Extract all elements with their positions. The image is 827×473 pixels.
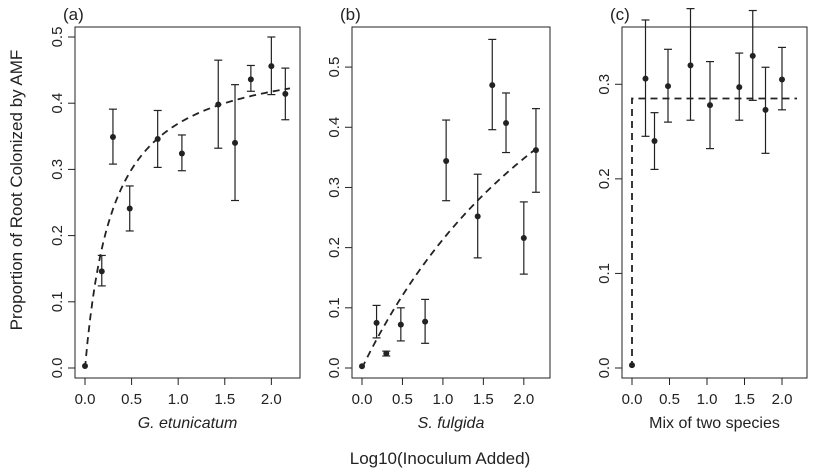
data-point (762, 106, 769, 113)
data-point (422, 318, 429, 325)
data-point (98, 268, 105, 275)
y-tick-label: 0.1 (326, 297, 343, 318)
panel-label: (a) (63, 5, 84, 24)
y-tick-label: 0.1 (49, 291, 66, 312)
panel-x-label: S. fulgida (418, 415, 485, 432)
y-axis: 0.0 0.1 0.2 0.3 (596, 74, 622, 379)
fit-curve (84, 87, 291, 369)
y-tick-label: 0.5 (49, 27, 66, 48)
y-tick-label: 0.3 (596, 74, 613, 95)
y-tick-label: 0.3 (49, 159, 66, 180)
data-point (651, 138, 658, 145)
data-points (82, 36, 290, 370)
data-point (503, 120, 510, 127)
data-point (215, 101, 222, 108)
data-point (383, 350, 390, 357)
x-tick-label: 1.0 (697, 391, 718, 408)
x-tick-label: 2.0 (513, 391, 534, 408)
x-tick-label: 1.5 (214, 391, 235, 408)
data-point (779, 76, 785, 83)
data-point (520, 235, 527, 242)
y-tick-label: 0.2 (49, 225, 66, 246)
y-tick-label: 0.4 (49, 93, 66, 114)
panel-1: (a) 0.0 0.5 1.0 1.5 2.0 0.0 0.1 0.2 0.3 0.4 0.5 G. e… (49, 5, 301, 432)
x-tick-label: 0.0 (75, 391, 96, 408)
x-tick-label: 1.5 (734, 391, 755, 408)
data-points (629, 8, 786, 369)
data-point (178, 150, 185, 157)
data-point (443, 157, 450, 164)
fit-curve (631, 97, 797, 368)
y-axis: 0.0 0.1 0.2 0.3 0.4 0.5 (326, 57, 352, 379)
panel-x-label: Mix of two species (649, 415, 780, 432)
panel-3: (c) 0.0 0.5 1.0 1.5 2.0 0.0 0.1 0.2 0.3 Mix of two… (596, 5, 808, 432)
x-axis: 0.0 0.5 1.0 1.5 2.0 (352, 378, 534, 408)
x-axis: 0.0 0.5 1.0 1.5 2.0 (622, 378, 793, 408)
data-point (282, 90, 289, 97)
panel-2: (b) 0.0 0.5 1.0 1.5 2.0 0.0 0.1 0.2 0.3 0.4 0.5 S. f… (326, 5, 551, 432)
data-point (397, 321, 404, 328)
data-point (707, 102, 713, 109)
data-point (665, 83, 671, 90)
data-point (736, 84, 743, 91)
plot-frame (621, 26, 808, 379)
x-tick-label: 2.0 (772, 391, 793, 408)
data-point (474, 213, 481, 220)
y-tick-label: 0.1 (596, 263, 613, 284)
data-point (642, 75, 649, 82)
y-tick-label: 0.0 (49, 358, 66, 379)
data-point (373, 319, 380, 326)
x-tick-label: 0.5 (121, 391, 142, 408)
x-tick-label: 0.0 (352, 391, 373, 408)
panel-label: (b) (340, 5, 361, 24)
data-point (232, 139, 239, 146)
x-tick-label: 1.0 (168, 391, 189, 408)
data-point (126, 205, 133, 212)
data-point (359, 363, 365, 370)
x-tick-label: 1.5 (473, 391, 494, 408)
y-tick-label: 0.4 (326, 117, 343, 138)
x-tick-label: 0.5 (659, 391, 680, 408)
data-point (629, 362, 635, 369)
y-tick-label: 0.3 (326, 177, 343, 198)
fit-curve (361, 145, 541, 369)
x-axis: 0.0 0.5 1.0 1.5 2.0 (75, 378, 282, 408)
data-point (687, 62, 694, 69)
plot-frame (74, 26, 301, 379)
y-tick-label: 0.2 (326, 237, 343, 258)
panel-label: (c) (610, 5, 630, 24)
y-tick-label: 0.0 (326, 358, 343, 379)
data-point (749, 52, 756, 59)
x-tick-label: 2.0 (261, 391, 282, 408)
x-axis-label: Log10(Inoculum Added) (350, 449, 531, 468)
y-tick-label: 0.0 (596, 358, 613, 379)
y-tick-label: 0.5 (326, 57, 343, 78)
x-tick-label: 0.0 (622, 391, 643, 408)
data-point (532, 147, 539, 154)
data-point (268, 63, 275, 70)
y-axis: 0.0 0.1 0.2 0.3 0.4 0.5 (49, 27, 75, 379)
data-point (82, 363, 88, 370)
data-point (109, 133, 116, 140)
x-tick-label: 0.5 (392, 391, 413, 408)
panels: (a) 0.0 0.5 1.0 1.5 2.0 0.0 0.1 0.2 0.3 0.4 0.5 G. e… (49, 5, 808, 432)
y-axis-label: Proportion of Root Colonized by AMF (7, 50, 26, 331)
data-points (359, 38, 540, 370)
plot-frame (351, 26, 551, 379)
y-tick-label: 0.2 (596, 168, 613, 189)
data-point (154, 135, 161, 142)
x-tick-label: 1.0 (432, 391, 453, 408)
data-point (247, 76, 254, 83)
data-point (489, 82, 496, 89)
panel-x-label: G. etunicatum (138, 415, 238, 432)
